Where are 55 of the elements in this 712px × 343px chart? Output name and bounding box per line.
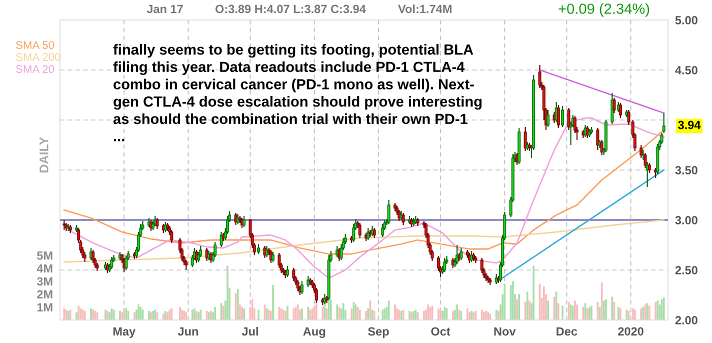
- y-tick-label: 5.00: [675, 16, 698, 24]
- x-tick-label: 2020: [618, 327, 644, 336]
- candlestick: [561, 105, 564, 128]
- y-tick-label: 3.50: [675, 166, 698, 174]
- candlestick: [214, 241, 217, 258]
- candlestick: [662, 112, 666, 134]
- candlestick: [372, 227, 376, 239]
- candlestick: [124, 255, 128, 271]
- x-tick-label: Jun: [178, 327, 198, 336]
- y2-tick-label: 5M: [37, 252, 52, 260]
- y2-tick-label: 4M: [36, 264, 52, 273]
- candlestick: [242, 215, 246, 228]
- candlestick: [381, 223, 384, 238]
- x-tick-label: Jul: [242, 326, 258, 336]
- candlestick: [546, 109, 550, 128]
- x-tick-label: May: [113, 327, 136, 338]
- y2-tick-label: 2M: [37, 290, 52, 298]
- candlestick: [156, 217, 159, 230]
- candlestick: [480, 257, 484, 274]
- candlestick: [278, 252, 281, 269]
- y-tick-label: 2.50: [675, 266, 698, 274]
- candlestick: [83, 251, 86, 263]
- candlestick: [184, 259, 188, 271]
- text: Jan 17: [146, 4, 183, 14]
- text: SMA 20: [16, 65, 54, 73]
- candlestick: [292, 267, 296, 282]
- y2-tick-label: 3M: [36, 277, 52, 286]
- candlestick: [272, 251, 274, 263]
- x-tick-label: Dec: [556, 327, 578, 336]
- text: Vol:1.74M: [398, 4, 452, 14]
- candlestick: [170, 229, 174, 244]
- x-tick-label: Nov: [494, 327, 516, 336]
- text: O:3.89 H:4.07 L:3.87 C:3.94: [215, 4, 366, 14]
- candlestick: [556, 104, 560, 129]
- text: SMA 200: [16, 53, 60, 61]
- y2-tick-label: 1M: [37, 303, 52, 312]
- y-tick-label: 2.00: [675, 316, 698, 324]
- candlestick: [296, 279, 300, 292]
- candlestick: [257, 243, 260, 255]
- candlestick: [642, 149, 645, 161]
- text: +0.09 (2.34%): [558, 3, 650, 17]
- candlestick: [618, 102, 622, 119]
- candlestick: [199, 245, 202, 258]
- candlestick: [92, 249, 95, 264]
- y-tick-label: 4.50: [675, 66, 698, 74]
- annotation: 3.94: [678, 120, 701, 130]
- text: SMA 50: [16, 41, 54, 49]
- annotation: finally seems to be getting its footing, potential BLA filing this year. Data readouts include PD-1 CTLA-4 combo in cervical cancer (PD-1 mono as well). Next- gen CTLA-4 dose escalation should prove interesting as should the combination trial with their own PD-1 ...: [113, 44, 482, 142]
- candlestick: [648, 162, 651, 174]
- x-tick-label: Sep: [368, 327, 389, 338]
- y-tick-label: 3.00: [675, 216, 698, 224]
- x-tick-label: Aug: [303, 327, 326, 338]
- text: DAILY: [40, 137, 48, 172]
- x-tick-label: Oct: [431, 327, 450, 336]
- candlestick: [612, 97, 616, 114]
